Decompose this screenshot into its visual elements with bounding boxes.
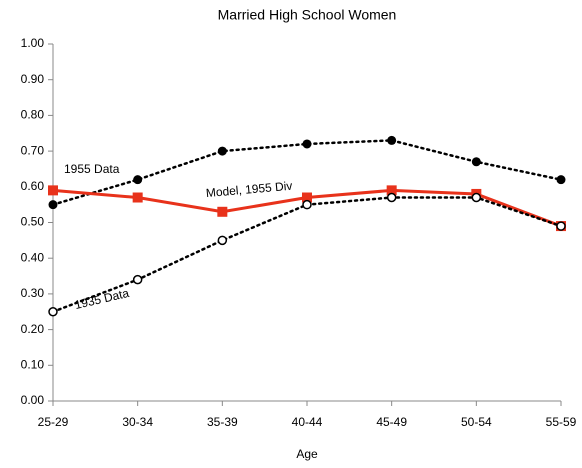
x-tick-label: 40-44 xyxy=(292,415,323,429)
marker xyxy=(302,192,312,203)
marker xyxy=(556,221,566,231)
marker xyxy=(217,146,227,156)
y-tick-label: 0.60 xyxy=(21,179,45,193)
marker xyxy=(217,235,228,246)
marker xyxy=(386,185,397,196)
y-tick-label: 0.20 xyxy=(21,322,45,336)
y-tick-label: 0.10 xyxy=(21,357,45,371)
marker xyxy=(48,185,58,196)
marker xyxy=(556,175,566,185)
marker xyxy=(132,192,143,203)
marker xyxy=(48,307,58,317)
y-tick-label: 0.80 xyxy=(21,108,45,122)
marker xyxy=(387,135,397,145)
x-tick-label: 45-49 xyxy=(376,415,407,429)
y-tick-label: 0.90 xyxy=(21,72,45,86)
y-tick-label: 0.40 xyxy=(21,250,45,264)
y-tick-label: 0.50 xyxy=(21,215,45,229)
x-tick-label: 30-34 xyxy=(122,415,153,429)
x-tick-label: 35-39 xyxy=(207,415,238,429)
marker xyxy=(471,157,481,167)
x-tick-label: 50-54 xyxy=(461,415,492,429)
y-tick-label: 0.00 xyxy=(21,393,45,407)
marker xyxy=(471,192,482,203)
x-axis-label: Age xyxy=(296,447,318,461)
marker xyxy=(217,206,228,217)
y-tick-label: 0.30 xyxy=(21,286,45,300)
marker xyxy=(302,139,312,149)
marker xyxy=(133,175,143,185)
y-tick-label: 1.00 xyxy=(21,36,45,50)
series-annotation: 1955 Data xyxy=(64,162,120,176)
marker xyxy=(386,192,397,203)
x-tick-label: 55-59 xyxy=(546,415,577,429)
x-tick-label: 25-29 xyxy=(38,415,69,429)
marker xyxy=(302,199,312,210)
y-tick-label: 0.70 xyxy=(21,143,45,157)
chart-title: Married High School Women xyxy=(218,7,397,23)
marker xyxy=(48,200,58,210)
marker xyxy=(132,274,143,285)
